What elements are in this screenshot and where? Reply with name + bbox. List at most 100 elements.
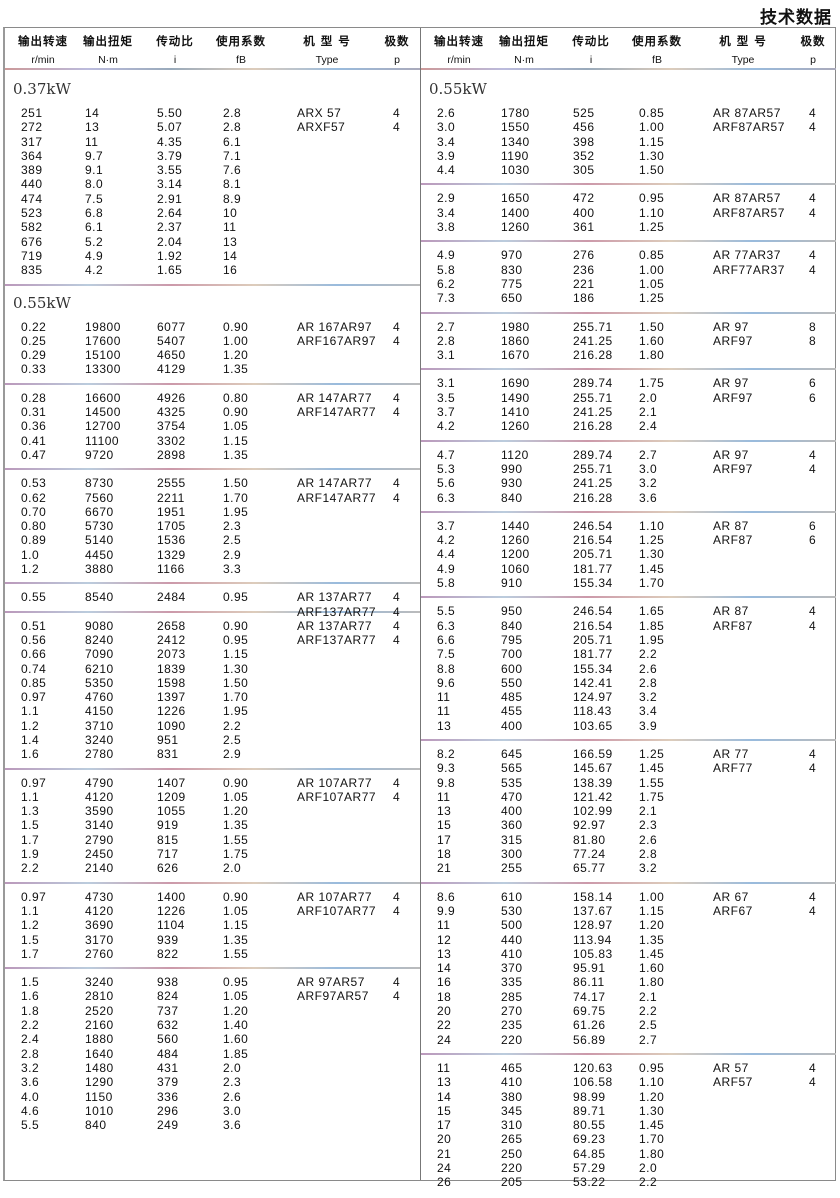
pole-count: 6 [809, 518, 817, 533]
cell-service-factor: 1.45 [639, 1118, 665, 1133]
cell-ratio: 6077 [157, 319, 186, 334]
cell-output-torque: 8.0 [85, 177, 104, 192]
cell-output-torque: 9720 [85, 447, 114, 462]
model-type: AR 77 [713, 746, 749, 761]
cell-output-torque: 4.2 [85, 263, 104, 278]
cell-service-factor: 2.7 [639, 447, 658, 462]
cell-output-torque: 255 [501, 861, 523, 876]
cell-output-speed: 5.8 [437, 576, 456, 591]
cell-output-torque: 3240 [85, 732, 114, 747]
column-headers: 输出转速 r/min 输出扭矩 N·m 传动比 i 使用系数 fB 机 型 号 Type 极数 p [5, 28, 420, 72]
cell-service-factor: 1.10 [639, 205, 665, 220]
model-type: ARF147AR77 [297, 405, 377, 420]
table-row: 5.5 840 249 3.6 [5, 1118, 420, 1132]
cell-output-torque: 4120 [85, 789, 114, 804]
cell-output-torque: 235 [501, 1018, 523, 1033]
table-row: 1.1 4120 1209 1.05 [5, 790, 420, 804]
left-column: 输出转速 r/min 输出扭矩 N·m 传动比 i 使用系数 fB 机 型 号 Type 极数 p 0.… [5, 28, 420, 1180]
table-row: 1.2 3880 1166 3.3 [5, 562, 420, 576]
model-type: AR 97AR57 [297, 975, 365, 990]
table-row: 3.2 1480 431 2.0 [5, 1061, 420, 1075]
cell-output-torque: 9080 [85, 618, 114, 633]
cell-output-torque: 1010 [85, 1103, 114, 1118]
cell-ratio: 400 [573, 205, 595, 220]
cell-service-factor: 2.6 [223, 1089, 242, 1104]
cell-output-speed: 6.3 [437, 618, 456, 633]
cell-output-torque: 1260 [501, 533, 530, 548]
cell-output-torque: 11 [85, 134, 99, 149]
cell-ratio: 2.04 [157, 234, 183, 249]
cell-output-speed: 523 [21, 206, 43, 221]
header-unit: fB [236, 54, 246, 66]
cell-ratio: 241.25 [573, 476, 613, 491]
cell-output-torque: 14500 [85, 405, 121, 420]
model-type: ARF97 [713, 333, 753, 348]
table-row: 0.56 8240 2412 0.95 [5, 633, 420, 647]
table-row: 5.6 930 241.25 3.2 [421, 476, 836, 490]
cell-output-torque: 345 [501, 1103, 523, 1118]
cell-ratio: 1598 [157, 675, 186, 690]
cell-ratio: 2.91 [157, 191, 183, 206]
cell-output-torque: 285 [501, 989, 523, 1004]
cell-output-speed: 1.0 [21, 547, 40, 562]
table-row: 11 465 120.63 0.95 [421, 1061, 836, 1075]
cell-ratio: 2484 [157, 590, 186, 605]
cell-service-factor: 1.20 [639, 918, 665, 933]
cell-output-speed: 20 [437, 1004, 452, 1019]
cell-output-torque: 13300 [85, 362, 121, 377]
cell-service-factor: 1.70 [223, 690, 249, 705]
cell-output-torque: 4790 [85, 775, 114, 790]
cell-output-speed: 0.74 [21, 661, 47, 676]
cell-output-speed: 13 [437, 718, 452, 733]
cell-service-factor: 1.15 [223, 433, 249, 448]
cell-output-torque: 600 [501, 661, 523, 676]
cell-ratio: 86.11 [573, 975, 605, 990]
pole-count: 4 [393, 989, 401, 1004]
cell-output-speed: 5.6 [437, 476, 456, 491]
table-row: 8.6 610 158.14 1.00 [421, 890, 836, 904]
model-group: 0.55 8540 2484 0.95 AR 137AR77 4 ARF137AR77 4 [5, 584, 420, 619]
model-type: AR 137AR77 [297, 590, 373, 605]
table-row: 0.36 12700 3754 1.05 [5, 419, 420, 433]
cell-output-speed: 18 [437, 989, 452, 1004]
model-type: ARF87 [713, 533, 753, 548]
pole-count: 4 [393, 618, 401, 633]
cell-output-speed: 1.5 [21, 975, 40, 990]
header-service-factor: 使用系数 fB [206, 28, 276, 66]
cell-output-speed: 0.89 [21, 533, 47, 548]
cell-output-speed: 364 [21, 148, 43, 163]
table-row: 3.1 1690 289.74 1.75 [421, 376, 836, 390]
cell-output-speed: 1.4 [21, 732, 40, 747]
cell-output-speed: 5.5 [437, 604, 456, 619]
cell-output-torque: 5730 [85, 519, 114, 534]
cell-output-torque: 6.1 [85, 220, 104, 235]
table-row: 20 265 69.23 1.70 [421, 1132, 836, 1146]
cell-output-speed: 11 [437, 690, 451, 705]
pole-count: 4 [393, 106, 401, 120]
cell-output-speed: 3.2 [21, 1060, 40, 1075]
cell-ratio: 2658 [157, 618, 186, 633]
header-unit: N·m [98, 54, 118, 66]
model-group: 3.7 1440 246.54 1.10 4.2 1260 216.54 1.25 4.4 120… [421, 512, 836, 599]
cell-output-speed: 13 [437, 804, 452, 819]
cell-ratio: 1104 [157, 918, 185, 933]
table-row: 15 345 89.71 1.30 [421, 1104, 836, 1118]
cell-output-torque: 1440 [501, 518, 530, 533]
cell-output-torque: 4120 [85, 903, 114, 918]
cell-service-factor: 1.05 [223, 789, 249, 804]
cell-output-speed: 3.9 [437, 148, 456, 163]
cell-service-factor: 1.15 [223, 647, 249, 662]
table-row: 0.47 9720 2898 1.35 [5, 448, 420, 462]
cell-ratio: 4325 [157, 405, 186, 420]
cell-ratio: 64.85 [573, 1146, 606, 1161]
cell-output-speed: 1.5 [21, 818, 40, 833]
cell-ratio: 717 [157, 847, 179, 862]
cell-output-torque: 4150 [85, 704, 114, 719]
cell-output-torque: 360 [501, 818, 523, 833]
table-row: 0.33 13300 4129 1.35 [5, 362, 420, 376]
pole-count: 4 [393, 333, 401, 348]
cell-ratio: 3754 [157, 419, 186, 434]
pole-count: 4 [809, 248, 817, 263]
header-label-cn: 输出转速 [434, 34, 484, 48]
cell-service-factor: 2.8 [639, 847, 658, 862]
